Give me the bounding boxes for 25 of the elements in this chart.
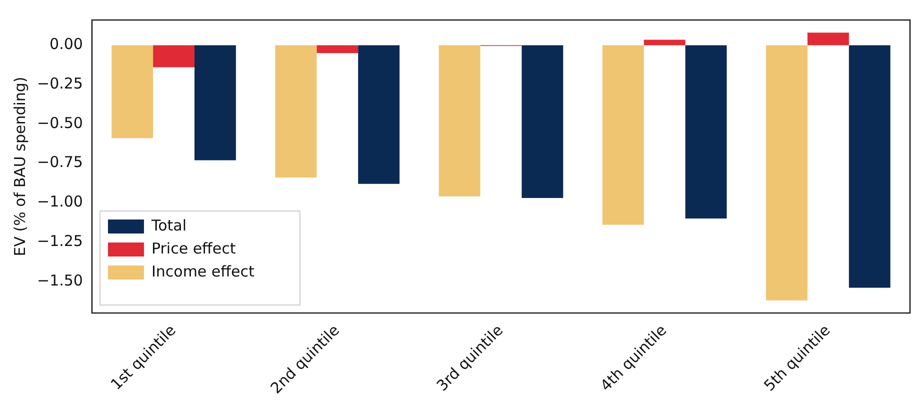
bar (438, 45, 480, 196)
bar (194, 45, 236, 160)
legend-label: Income effect (151, 262, 254, 280)
bar (807, 32, 849, 46)
y-tick-label: −1.50 (37, 271, 83, 290)
bar (153, 45, 194, 68)
y-axis-title: EV (% of BAU spending) (10, 76, 29, 256)
bar (316, 45, 358, 54)
legend-label: Price effect (151, 239, 236, 258)
legend-label: Total (150, 216, 187, 234)
y-tick-label: 0.00 (50, 35, 83, 54)
bar (522, 45, 564, 198)
y-tick-label: −0.25 (37, 74, 83, 92)
bar (766, 45, 808, 300)
bar (358, 45, 400, 184)
bar (112, 45, 154, 138)
bar (275, 45, 317, 178)
bar (644, 40, 686, 46)
y-tick-label: −0.75 (37, 153, 83, 172)
bar (848, 45, 890, 288)
y-tick-label: −0.50 (37, 114, 83, 132)
y-tick-label: −1.00 (37, 192, 83, 211)
bar (602, 45, 644, 225)
y-tick-label: −1.25 (37, 232, 83, 250)
bar (685, 45, 727, 218)
